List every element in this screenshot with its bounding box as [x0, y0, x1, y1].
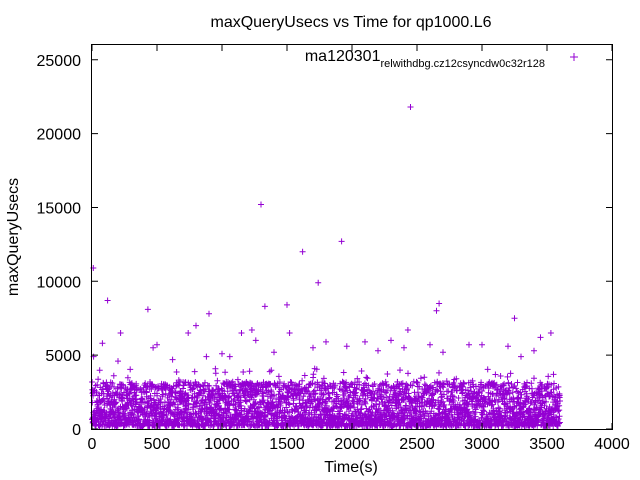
x-tick-label: 1000: [204, 436, 240, 453]
x-tick-label: 4000: [594, 436, 630, 453]
x-tick-label: 2500: [399, 436, 435, 453]
y-tick-label: 5000: [45, 348, 81, 365]
legend-series-marker: [570, 53, 578, 61]
x-tick-label: 2000: [334, 436, 370, 453]
axis-ticks: 0 500 1000 1500 2000 2500 3000 3500 4000 0 5000 100…: [37, 45, 630, 453]
chart-title: maxQueryUsecs vs Time for qp1000.L6: [210, 14, 491, 31]
x-tick-label: 500: [144, 436, 171, 453]
legend: ma120301relwithdbg.cz12csyncdw0c32r128: [305, 48, 578, 70]
x-tick-label: 0: [88, 436, 97, 453]
y-tick-label: 15000: [37, 200, 82, 217]
y-tick-label: 20000: [37, 127, 82, 144]
x-tick-label: 3000: [464, 436, 500, 453]
y-axis-label: maxQueryUsecs: [5, 178, 22, 296]
x-axis-label: Time(s): [324, 459, 378, 476]
y-tick-label: 25000: [37, 53, 82, 70]
y-tick-label: 10000: [37, 274, 82, 291]
y-tick-label: 0: [72, 422, 81, 439]
x-tick-label: 3500: [529, 436, 565, 453]
plot-frame: [91, 44, 613, 430]
legend-series-label: ma120301relwithdbg.cz12csyncdw0c32r128: [305, 48, 545, 70]
x-tick-label: 1500: [269, 436, 305, 453]
